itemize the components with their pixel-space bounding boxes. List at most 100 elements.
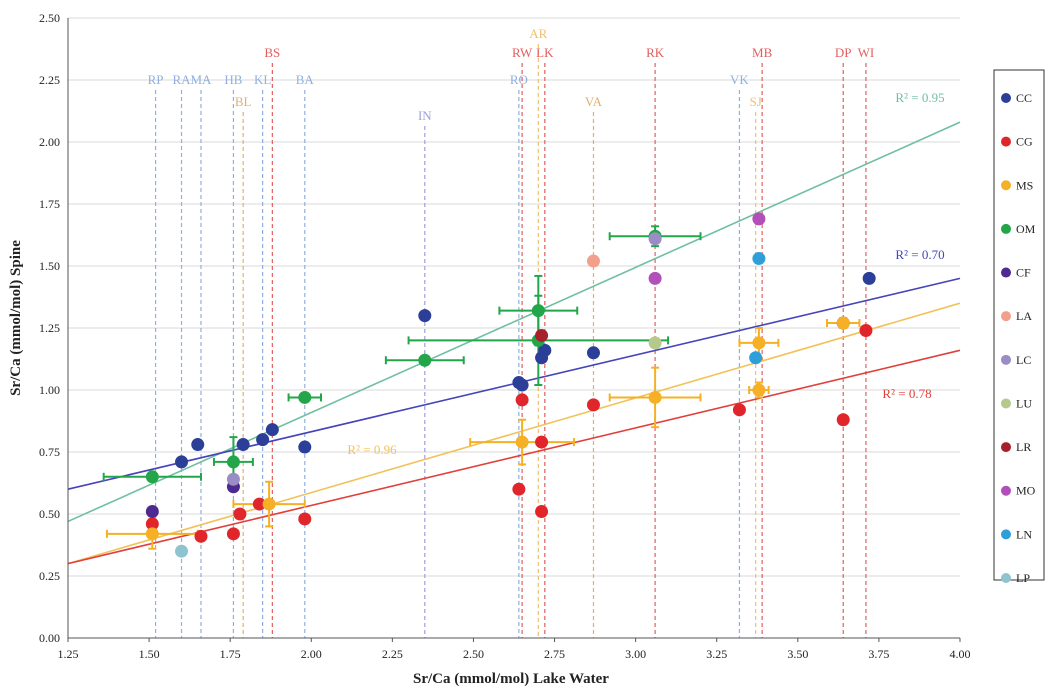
- data-point-ln: [752, 252, 766, 266]
- legend-marker: [1001, 442, 1011, 453]
- data-point-cg: [145, 517, 159, 531]
- x-tick-label: 2.50: [463, 647, 484, 661]
- lake-label: BL: [235, 94, 252, 109]
- axes: [67, 18, 961, 642]
- legend-marker: [1001, 529, 1011, 540]
- legend-marker: [1001, 311, 1011, 322]
- data-point-ms: [515, 435, 529, 449]
- lake-label: LK: [536, 45, 554, 60]
- legend-entry: CG: [1016, 135, 1033, 149]
- data-point-ms: [145, 527, 159, 541]
- data-point-cg: [586, 398, 600, 412]
- x-tick-label: 1.50: [139, 647, 160, 661]
- legend-entry: LR: [1016, 440, 1031, 454]
- legend-entry: LN: [1016, 527, 1032, 541]
- lake-label: DP: [835, 45, 852, 60]
- data-point-ms: [752, 336, 766, 350]
- data-point-cc: [418, 309, 432, 323]
- data-point-om: [531, 304, 545, 318]
- lake-label: RW: [512, 45, 533, 60]
- data-point-om: [298, 390, 312, 404]
- lake-label: VA: [585, 94, 603, 109]
- r-squared-label: R² = 0.95: [895, 90, 944, 105]
- legend-marker: [1001, 354, 1011, 365]
- data-point-cc: [175, 455, 189, 469]
- y-tick-label: 2.25: [39, 73, 60, 87]
- legend: CC CG MS OM CF LA LC LU LR MO LN LP: [993, 69, 1045, 585]
- legend-entry: MS: [1016, 178, 1033, 192]
- data-point-cg: [732, 403, 746, 417]
- lake-label: RP: [148, 72, 164, 87]
- legend-marker: [1001, 267, 1011, 278]
- data-point-cg: [836, 413, 850, 427]
- x-tick-label: 2.25: [382, 647, 403, 661]
- data-point-lr: [535, 328, 549, 342]
- x-tick-label: 2.75: [544, 647, 565, 661]
- data-point-cg: [298, 512, 312, 526]
- data-point-ms: [262, 497, 276, 511]
- lake-label: RO: [510, 72, 528, 87]
- x-axis-label: Sr/Ca (mmol/mol) Lake Water: [413, 671, 609, 687]
- x-tick-label: 1.25: [58, 647, 79, 661]
- data-point-om: [226, 455, 240, 469]
- data-point-cc: [862, 271, 876, 285]
- lake-label: IN: [418, 108, 432, 123]
- lake-label: BA: [296, 72, 315, 87]
- y-tick-label: 0.25: [39, 569, 60, 583]
- legend-entry: LC: [1016, 353, 1031, 367]
- legend-box: [993, 69, 1045, 581]
- legend-entry: CF: [1016, 266, 1031, 280]
- y-tick-label: 1.00: [39, 383, 60, 397]
- y-tick-label: 0.00: [39, 631, 60, 645]
- x-tick-label: 3.75: [868, 647, 889, 661]
- x-tick-label: 3.50: [787, 647, 808, 661]
- lake-label: WI: [858, 45, 875, 60]
- data-point-cg: [859, 323, 873, 337]
- r-squared-label: R² = 0.70: [895, 247, 944, 262]
- lake-label: VK: [730, 72, 749, 87]
- data-point-mo: [648, 271, 662, 285]
- data-point-cg: [233, 507, 247, 521]
- legend-entry: LA: [1016, 309, 1032, 323]
- legend-entry: CC: [1016, 91, 1032, 105]
- legend-marker: [1001, 398, 1011, 409]
- legend-entry: MO: [1016, 484, 1036, 498]
- legend-marker: [1001, 136, 1011, 147]
- data-point-mo: [752, 212, 766, 226]
- y-tick-label: 2.00: [39, 135, 60, 149]
- legend-entry: OM: [1016, 222, 1036, 236]
- x-tick-label: 3.00: [625, 647, 646, 661]
- data-point-cc: [515, 378, 529, 392]
- data-point-ln: [749, 351, 763, 365]
- legend-entry: LP: [1016, 571, 1030, 585]
- lake-label: SJ: [750, 94, 762, 109]
- lake-label: RA: [172, 72, 191, 87]
- y-tick-label: 1.75: [39, 197, 60, 211]
- trendline: [67, 349, 961, 565]
- lake-label: MB: [752, 45, 773, 60]
- data-point-ms: [752, 383, 766, 397]
- data-point-lp: [175, 544, 189, 558]
- grid-lines: [68, 17, 960, 577]
- error-bars: [102, 225, 861, 550]
- data-point-cg: [226, 527, 240, 541]
- data-point-la: [586, 254, 600, 268]
- data-point-cc: [256, 433, 270, 447]
- lake-label: BS: [264, 45, 280, 60]
- data-point-lc: [648, 232, 662, 246]
- lake-label: MA: [191, 72, 213, 87]
- data-point-om: [418, 353, 432, 367]
- data-point-om: [145, 470, 159, 484]
- data-point-cc: [191, 438, 205, 452]
- lake-label: KL: [254, 72, 271, 87]
- data-point-cg: [535, 435, 549, 449]
- y-tick-label: 2.50: [39, 11, 60, 25]
- tick-labels: 0.00 0.25 0.50 0.75 1.00 1.25 1.50 1.75 2.00 2.25…: [39, 11, 971, 661]
- data-points: [145, 212, 876, 558]
- data-point-lu: [648, 336, 662, 350]
- x-tick-label: 4.00: [950, 647, 971, 661]
- data-point-cg: [535, 505, 549, 519]
- y-tick-label: 0.50: [39, 507, 60, 521]
